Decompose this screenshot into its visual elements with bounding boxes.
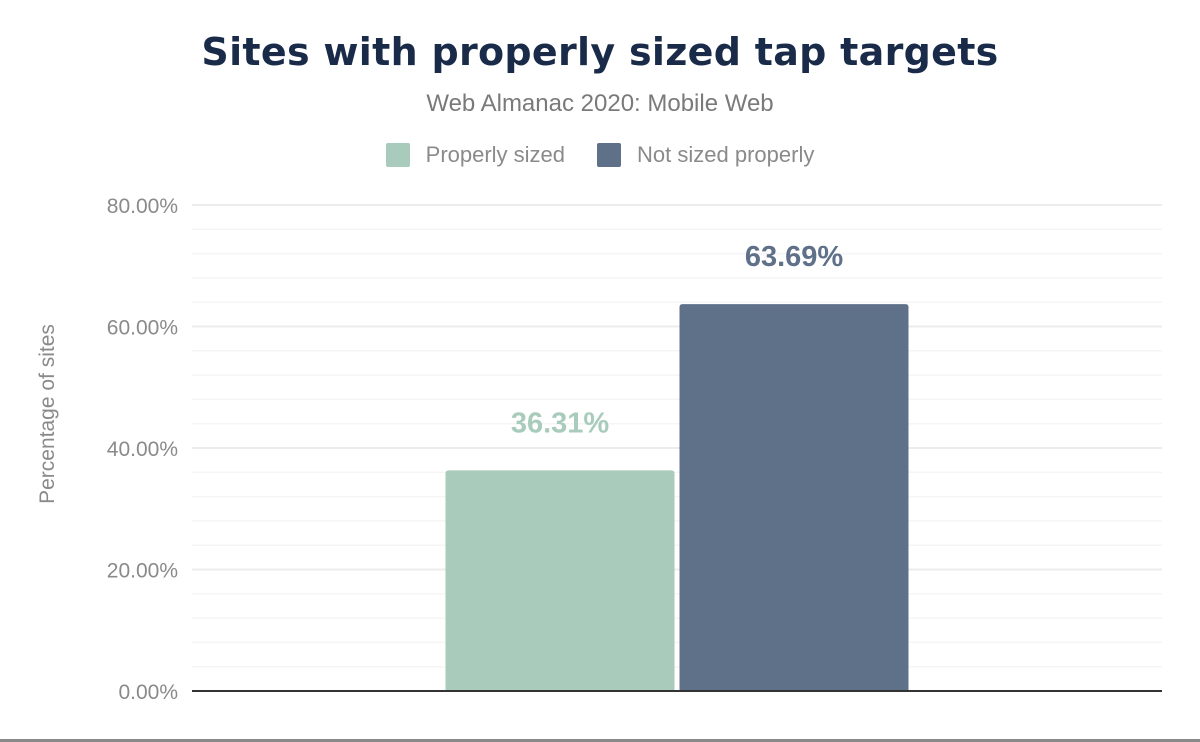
legend-swatch <box>385 143 410 167</box>
y-tick-label: 80.00% <box>107 195 178 218</box>
divider <box>0 739 1200 742</box>
chart-title: Sites with properly sized tap targets <box>201 30 999 74</box>
y-tick-label: 40.00% <box>107 438 178 461</box>
y-axis-label: Percentage of sites <box>36 324 59 504</box>
y-tick-label: 60.00% <box>107 317 178 340</box>
bar[interactable] <box>679 304 909 691</box>
legend-label: Not sized properly <box>637 142 815 167</box>
y-tick-label: 0.00% <box>118 681 178 704</box>
legend: Properly sized Not sized properly <box>0 142 1200 168</box>
legend-item-properly-sized[interactable]: Properly sized <box>385 142 566 168</box>
data-label: 63.69% <box>745 241 844 273</box>
legend-label: Properly sized <box>425 142 566 167</box>
data-label: 36.31% <box>511 407 610 439</box>
legend-swatch <box>597 143 622 167</box>
legend-item-not-sized-properly[interactable]: Not sized properly <box>597 142 814 168</box>
bar[interactable] <box>445 470 675 691</box>
y-tick-label: 20.00% <box>107 560 178 583</box>
chart-subtitle: Web Almanac 2020: Mobile Web <box>426 90 774 117</box>
